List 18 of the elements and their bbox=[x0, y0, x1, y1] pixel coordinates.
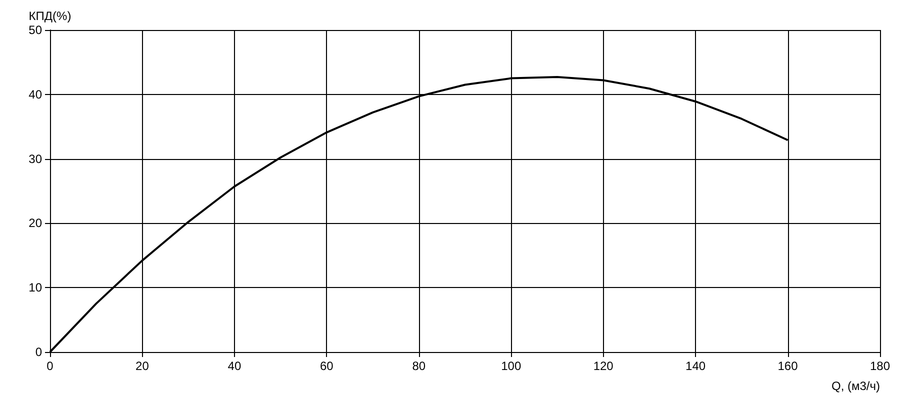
x-tick-label: 120 bbox=[593, 359, 614, 373]
y-tick-label: 0 bbox=[35, 345, 42, 359]
x-tick-label: 60 bbox=[320, 359, 334, 373]
y-tick-label: 20 bbox=[28, 216, 42, 230]
y-axis-title: КПД(%) bbox=[28, 9, 72, 23]
x-tick-label: 140 bbox=[686, 359, 706, 373]
x-tick-label: 40 bbox=[228, 359, 242, 373]
x-tick-label: 20 bbox=[136, 359, 150, 373]
y-tick-label: 40 bbox=[28, 87, 42, 102]
y-tick-label: 30 bbox=[28, 152, 42, 166]
x-tick-label: 180 bbox=[870, 359, 890, 373]
x-tick-label: 160 bbox=[778, 359, 798, 373]
x-tick-label: 0 bbox=[46, 359, 54, 373]
y-tick-label: 10 bbox=[28, 280, 42, 295]
x-axis-title: Q, (м3/ч) bbox=[831, 379, 880, 393]
y-tick-label: 50 bbox=[28, 23, 42, 37]
x-tick-label: 80 bbox=[412, 359, 426, 373]
x-tick-label: 100 bbox=[501, 359, 522, 373]
